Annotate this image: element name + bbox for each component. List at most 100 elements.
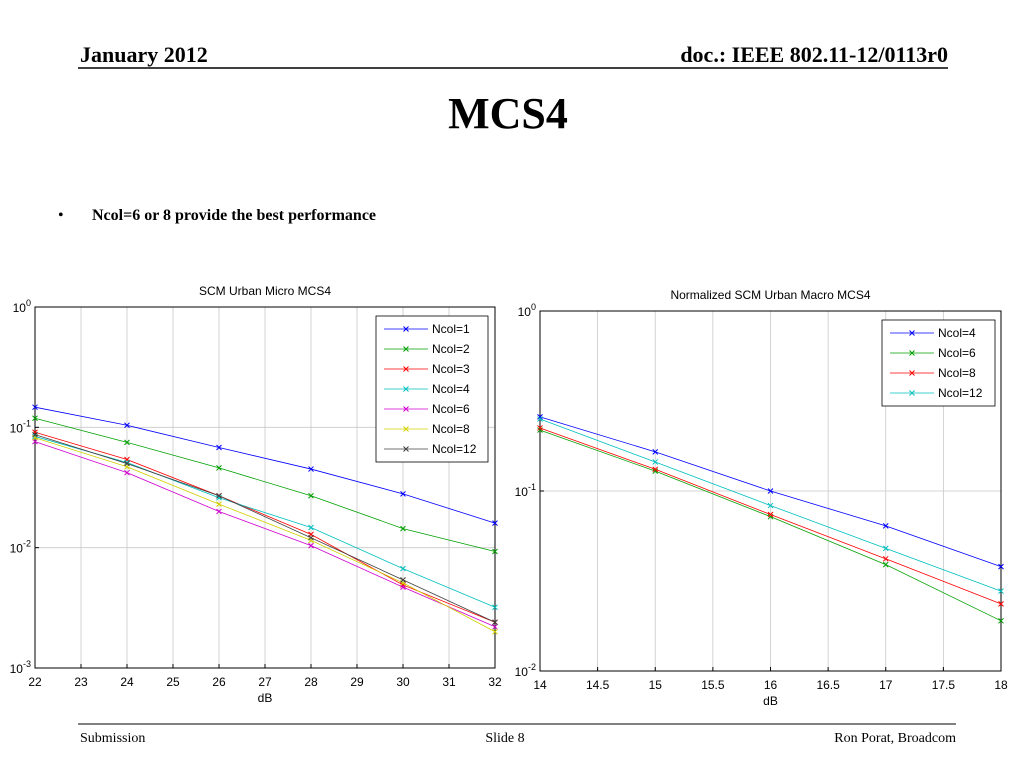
- legend-box: [881, 319, 996, 407]
- legend-marker: [909, 370, 915, 376]
- marker: [652, 459, 659, 465]
- legend-marker: [403, 406, 409, 412]
- x-tick-label: 22: [28, 675, 42, 689]
- legend-marker: [403, 346, 409, 352]
- chart-title: Normalized SCM Urban Macro MCS4: [670, 288, 870, 302]
- slide-title: MCS4: [448, 89, 568, 138]
- legend-label: Ncol=4: [432, 382, 470, 396]
- legend-marker: [403, 366, 409, 372]
- x-tick-label: 15: [649, 678, 663, 692]
- marker: [998, 563, 1004, 570]
- marker: [998, 617, 1004, 624]
- series-line: [34, 437, 496, 633]
- marker: [767, 511, 774, 518]
- footer-left: Submission: [80, 731, 145, 746]
- bullet-text: Ncol=6 or 8 provide the best performance: [92, 207, 376, 224]
- marker: [400, 491, 406, 497]
- marker: [537, 425, 543, 431]
- marker: [124, 469, 130, 476]
- chart-title: SCM Urban Micro MCS4: [199, 284, 331, 298]
- marker: [124, 460, 130, 467]
- series-line: [34, 434, 496, 623]
- header-doc: doc.: IEEE 802.11-12/0113r0: [680, 42, 948, 67]
- x-axis-label: dB: [763, 694, 778, 708]
- marker: [216, 508, 222, 515]
- x-tick-label: 24: [120, 675, 134, 689]
- marker: [652, 448, 659, 455]
- x-tick-label: 17: [879, 678, 893, 692]
- x-tick-label: 27: [258, 675, 272, 689]
- legend-label: Ncol=8: [432, 422, 470, 436]
- y-tick-label: 10-2: [10, 539, 31, 556]
- y-tick-label: 10-3: [10, 659, 31, 676]
- marker: [998, 601, 1004, 607]
- marker: [32, 415, 38, 422]
- x-axis-label: dB: [258, 691, 273, 705]
- legend-label: Ncol=4: [938, 326, 976, 340]
- marker: [400, 584, 406, 590]
- marker: [537, 416, 543, 422]
- footer-center: Slide 8: [485, 731, 524, 746]
- x-tick-label: 14: [533, 678, 547, 692]
- series-line: [34, 441, 496, 628]
- y-tick-label: 100: [518, 302, 536, 319]
- legend-marker: [403, 386, 409, 392]
- legend-marker: [909, 330, 915, 336]
- marker: [492, 548, 498, 555]
- plot-frame: [34, 306, 496, 669]
- x-tick-label: 14.5: [586, 678, 610, 692]
- footer-right: Ron Porat, Broadcom: [834, 731, 956, 746]
- marker: [767, 488, 774, 494]
- marker: [32, 429, 38, 436]
- series-line: [34, 406, 496, 524]
- x-tick-label: 29: [350, 675, 364, 689]
- marker: [492, 628, 498, 635]
- x-tick-label: 17.5: [932, 678, 956, 692]
- marker: [216, 501, 222, 507]
- legend-label: Ncol=2: [432, 342, 470, 356]
- marker: [492, 619, 498, 626]
- legend-label: Ncol=12: [938, 386, 983, 400]
- legend-label: Ncol=6: [938, 346, 976, 360]
- legend-marker: [403, 426, 409, 432]
- marker: [767, 502, 774, 509]
- marker: [216, 444, 222, 451]
- header-date: January 2012: [80, 42, 208, 67]
- y-tick-label: 100: [13, 298, 31, 315]
- marker: [216, 465, 222, 471]
- marker: [216, 494, 222, 501]
- marker: [537, 414, 543, 420]
- marker: [124, 422, 130, 429]
- x-tick-label: 30: [396, 675, 410, 689]
- x-tick-label: 16: [764, 678, 778, 692]
- x-tick-label: 32: [488, 675, 502, 689]
- legend-label: Ncol=8: [938, 366, 976, 380]
- marker: [400, 525, 406, 532]
- marker: [400, 565, 406, 572]
- plot-frame: [539, 310, 1002, 672]
- marker: [124, 439, 130, 446]
- marker: [308, 542, 314, 549]
- marker: [492, 623, 498, 630]
- marker: [882, 561, 889, 568]
- marker: [400, 577, 406, 583]
- marker: [998, 588, 1004, 594]
- legend-label: Ncol=6: [432, 402, 470, 416]
- series-line: [34, 417, 496, 552]
- marker: [492, 520, 498, 526]
- series-line: [34, 436, 496, 608]
- y-tick-label: 10-2: [515, 662, 536, 679]
- x-tick-label: 18: [994, 678, 1008, 692]
- marker: [882, 545, 889, 552]
- x-tick-label: 25: [166, 675, 180, 689]
- x-tick-label: 23: [74, 675, 88, 689]
- legend-marker: [403, 446, 409, 452]
- x-tick-label: 26: [212, 675, 226, 689]
- marker: [308, 466, 314, 472]
- legend-marker: [909, 350, 915, 356]
- marker: [216, 492, 222, 499]
- legend-label: Ncol=12: [432, 442, 477, 456]
- x-tick-label: 16.5: [816, 678, 840, 692]
